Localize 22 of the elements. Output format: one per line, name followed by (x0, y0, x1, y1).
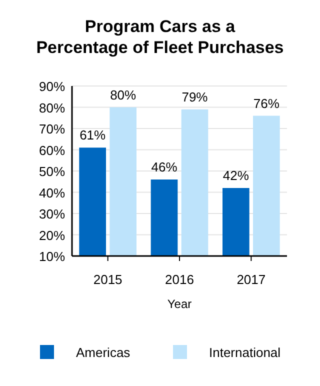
y-tick-label: 60% (38, 142, 66, 158)
legend-label: International (209, 345, 281, 360)
y-tick-label: 90% (38, 79, 66, 94)
data-label: 46% (151, 160, 178, 174)
x-tick-label: 2015 (93, 272, 122, 287)
data-label: 80% (110, 87, 137, 102)
y-tick-label: 10% (38, 249, 66, 264)
y-tick-label: 50% (38, 164, 66, 179)
data-label: 76% (253, 96, 280, 111)
x-tick-label: 2016 (165, 272, 194, 287)
x-axis-title: Year (167, 297, 192, 311)
data-label: 42% (222, 168, 250, 183)
y-tick-label: 30% (38, 206, 66, 222)
legend-label: Americas (76, 345, 131, 360)
chart-title: Program Cars as a Percentage of Fleet Purchases (36, 17, 284, 57)
data-label: 61% (80, 128, 106, 143)
y-tick-label: 80% (38, 100, 66, 116)
y-tick-label: 40% (38, 185, 66, 200)
y-tick-label: 70% (38, 122, 66, 136)
data-label: 79% (182, 89, 208, 104)
y-tick-label: 20% (38, 228, 66, 243)
x-tick-label: 2017 (236, 272, 266, 287)
